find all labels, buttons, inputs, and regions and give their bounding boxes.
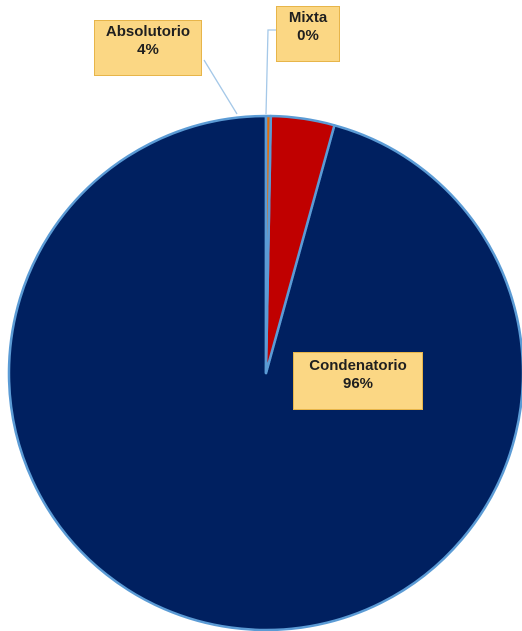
data-label-condenatorio-value: 96% <box>342 375 374 392</box>
data-label-absolutorio: Absolutorio 4% <box>94 20 202 76</box>
data-label-mixta: Mixta 0% <box>276 6 340 62</box>
data-label-absolutorio-name: Absolutorio <box>105 23 191 40</box>
data-label-mixta-value: 0% <box>297 27 319 44</box>
data-label-condenatorio: Condenatorio 96% <box>293 352 423 410</box>
leader-lines <box>203 29 276 115</box>
data-label-condenatorio-name: Condenatorio <box>309 357 407 374</box>
pie-slice-mixta <box>264 114 273 375</box>
pie-slices <box>7 114 522 631</box>
data-label-mixta-name: Mixta <box>288 9 328 26</box>
leader-line-absolutorio <box>203 59 238 115</box>
data-label-absolutorio-value: 4% <box>137 41 159 58</box>
leader-line-mixta <box>265 29 276 115</box>
